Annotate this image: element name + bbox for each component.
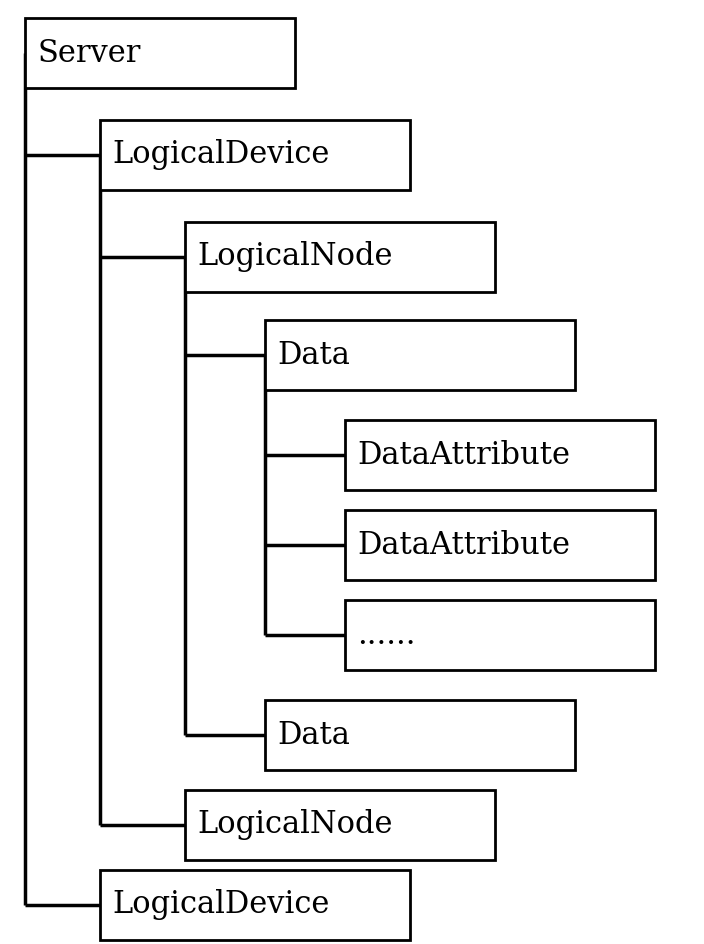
Text: DataAttribute: DataAttribute xyxy=(357,530,570,561)
FancyBboxPatch shape xyxy=(345,420,655,490)
Text: Server: Server xyxy=(37,38,140,69)
Text: Data: Data xyxy=(277,340,350,370)
Text: LogicalDevice: LogicalDevice xyxy=(112,889,329,920)
Text: LogicalDevice: LogicalDevice xyxy=(112,140,329,171)
Text: Data: Data xyxy=(277,719,350,750)
FancyBboxPatch shape xyxy=(25,18,295,88)
Text: LogicalNode: LogicalNode xyxy=(197,242,393,273)
FancyBboxPatch shape xyxy=(265,700,575,770)
FancyBboxPatch shape xyxy=(185,790,495,860)
Text: DataAttribute: DataAttribute xyxy=(357,440,570,470)
FancyBboxPatch shape xyxy=(345,510,655,580)
FancyBboxPatch shape xyxy=(345,600,655,670)
Text: ......: ...... xyxy=(357,619,415,650)
FancyBboxPatch shape xyxy=(185,222,495,292)
Text: LogicalNode: LogicalNode xyxy=(197,810,393,840)
FancyBboxPatch shape xyxy=(100,870,410,940)
FancyBboxPatch shape xyxy=(100,120,410,190)
FancyBboxPatch shape xyxy=(265,320,575,390)
